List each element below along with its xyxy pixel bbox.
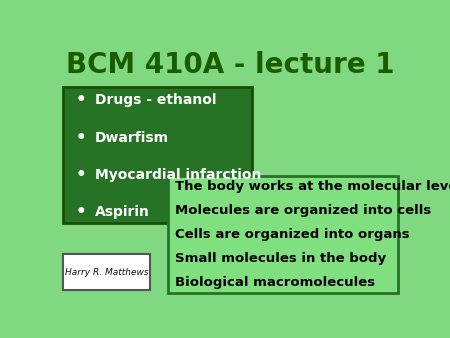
Text: Drugs - ethanol: Drugs - ethanol — [94, 93, 216, 107]
Text: •: • — [75, 129, 86, 147]
Text: Dwarfism: Dwarfism — [94, 131, 169, 145]
Bar — [168, 176, 398, 293]
Text: •: • — [75, 203, 86, 221]
Text: The body works at the molecular level: The body works at the molecular level — [175, 180, 450, 193]
Text: Aspirin: Aspirin — [94, 205, 149, 219]
Bar — [63, 254, 150, 290]
Text: •: • — [75, 91, 86, 110]
Text: Myocardial infarction: Myocardial infarction — [94, 168, 261, 182]
Text: Biological macromolecules: Biological macromolecules — [175, 276, 375, 289]
Text: Cells are organized into organs: Cells are organized into organs — [175, 228, 410, 241]
Text: Small molecules in the body: Small molecules in the body — [175, 252, 386, 265]
Bar — [63, 88, 252, 223]
Text: Molecules are organized into cells: Molecules are organized into cells — [175, 204, 431, 217]
Text: BCM 410A - lecture 1: BCM 410A - lecture 1 — [67, 51, 395, 79]
Text: Harry R. Matthews: Harry R. Matthews — [65, 268, 148, 277]
Text: •: • — [75, 166, 86, 184]
